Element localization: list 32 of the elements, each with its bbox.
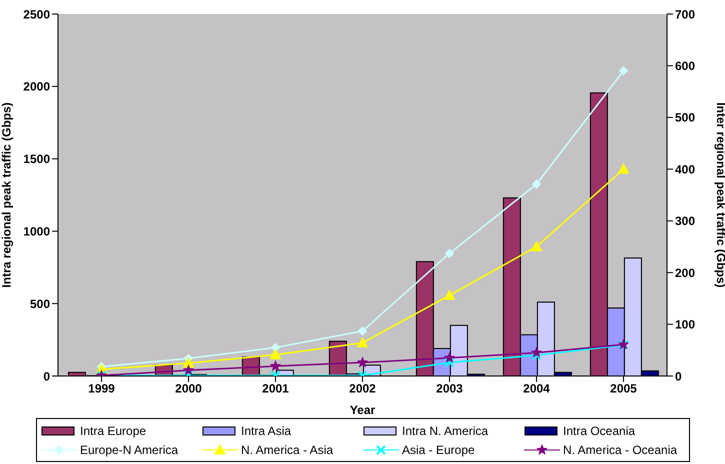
x-tick-label: 1999 xyxy=(88,382,116,396)
y2-tick-label: 100 xyxy=(675,318,696,332)
y2-tick-label: 300 xyxy=(675,214,696,228)
legend-label: Intra Europe xyxy=(80,424,146,438)
y-tick-label: 0 xyxy=(43,369,50,384)
y2-axis-title: Inter regional peak traffic (Gbps) xyxy=(714,102,725,288)
x-tick-label: 2001 xyxy=(262,382,290,396)
x-axis-title: Year xyxy=(350,403,376,417)
y-tick-label: 500 xyxy=(30,296,50,311)
legend-label: Intra Oceania xyxy=(563,424,636,438)
x-tick-label: 2003 xyxy=(436,382,464,396)
legend-label: N. America - Oceania xyxy=(563,442,678,456)
legend-label: Intra Asia xyxy=(241,424,292,438)
y2-tick-label: 700 xyxy=(675,7,696,22)
y-axis-title: Intra regional peak traffic (Gbps) xyxy=(0,102,14,288)
y-tick-label: 2500 xyxy=(23,7,50,22)
y2-tick-label: 400 xyxy=(675,162,696,176)
y2-tick-label: 200 xyxy=(675,266,696,280)
y2-tick-label: 0 xyxy=(675,369,682,384)
legend-label: Asia - Europe xyxy=(402,442,475,456)
y-tick-label: 1500 xyxy=(23,152,50,166)
legend-label: Europe-N America xyxy=(80,442,178,456)
x-tick-label: 2004 xyxy=(523,382,550,396)
x-tick-label: 2000 xyxy=(175,382,202,396)
y-tick-label: 2000 xyxy=(23,80,50,94)
y-tick-label: 1000 xyxy=(23,224,50,238)
x-tick-label: 2005 xyxy=(610,382,638,396)
x-tick-label: 2002 xyxy=(349,382,376,396)
legend-label: Intra N. America xyxy=(402,424,488,438)
y2-tick-label: 600 xyxy=(675,58,696,73)
y2-tick-label: 500 xyxy=(675,110,696,125)
legend-label: N. America - Asia xyxy=(241,442,334,456)
